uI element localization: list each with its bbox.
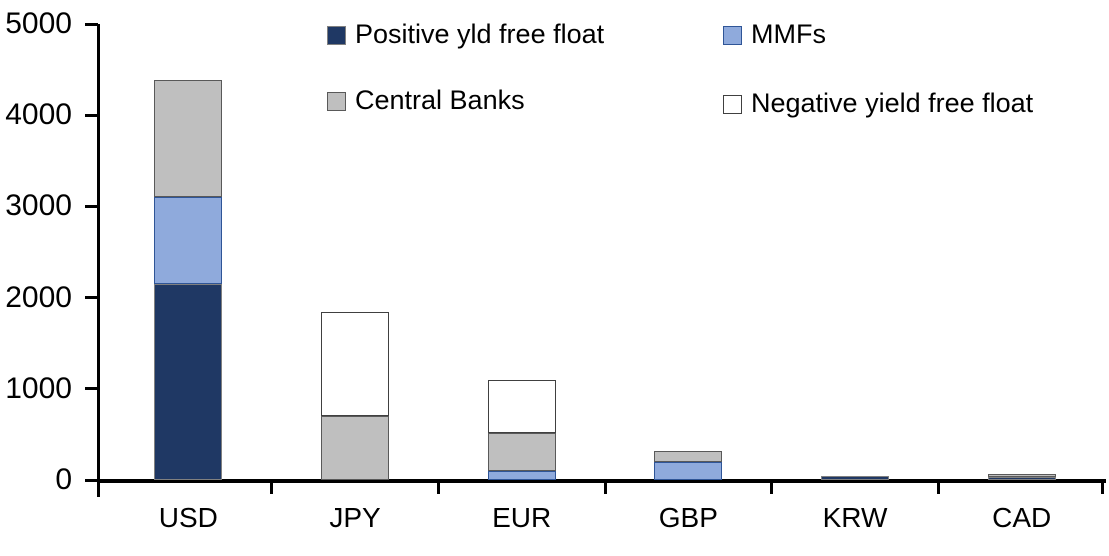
- bar-segment-usd-mmfs: [154, 197, 223, 284]
- x-axis-category-label-eur: EUR: [492, 502, 552, 533]
- y-axis-line: [97, 24, 100, 497]
- legend-label: Negative yield free float: [751, 88, 1034, 118]
- bar-segment-cad-positive-yld-free-float: [987, 477, 1056, 480]
- x-axis-line: [97, 479, 1106, 483]
- x-axis-category-label-jpy: JPY: [329, 502, 381, 533]
- bar-segment-cad-central-banks: [987, 474, 1056, 478]
- bar-segment-usd-central-banks: [154, 79, 223, 198]
- y-axis-tick: [85, 204, 98, 208]
- x-axis-tick: [603, 483, 607, 494]
- legend-swatch-central-banks: [327, 92, 346, 111]
- x-axis-tick: [270, 483, 274, 494]
- x-axis-tick: [770, 483, 774, 494]
- x-axis-category-label-usd: USD: [158, 502, 218, 533]
- legend-item-central-banks: Central Banks: [327, 87, 525, 116]
- legend-item-positive-yld-free-float: Positive yld free float: [327, 21, 604, 50]
- x-axis-category-label-cad: CAD: [992, 502, 1052, 533]
- y-axis-tick-label: 0: [55, 463, 72, 496]
- legend-swatch-negative-yield-free-float: [723, 95, 742, 114]
- x-axis-category-label-krw: KRW: [822, 502, 888, 533]
- y-axis-tick-label: 1000: [5, 371, 72, 405]
- y-axis-tick: [85, 296, 98, 300]
- x-axis-tick: [1100, 483, 1104, 494]
- x-axis-tick: [436, 483, 440, 494]
- y-axis-tick: [85, 22, 98, 26]
- bar-segment-gbp-mmfs: [654, 461, 723, 480]
- y-axis-tick: [85, 478, 98, 482]
- bar-segment-krw-positive-yld-free-float: [821, 475, 889, 480]
- x-axis-tick: [936, 483, 940, 494]
- bar-segment-eur-negative-yield-free-float: [487, 379, 556, 433]
- bar-segment-jpy-central-banks: [321, 416, 389, 480]
- y-axis-tick-label: 4000: [5, 98, 72, 132]
- legend-label: Positive yld free float: [355, 19, 605, 49]
- x-axis-category-label-gbp: GBP: [658, 502, 718, 533]
- bar-segment-eur-mmfs: [487, 470, 556, 480]
- y-axis-tick-label: 5000: [5, 7, 72, 40]
- bar-segment-jpy-negative-yield-free-float: [321, 312, 389, 417]
- y-axis-tick-label: 2000: [5, 280, 72, 314]
- bar-segment-usd-positive-yld-free-float: [154, 283, 223, 480]
- legend-label: MMFs: [751, 19, 826, 49]
- legend-swatch-positive-yld-free-float: [327, 26, 346, 45]
- y-axis-tick-label: 3000: [5, 189, 72, 223]
- legend-item-negative-yield-free-float: Negative yield free float: [723, 90, 1033, 119]
- legend-item-mmfs: MMFs: [723, 21, 826, 50]
- bar-segment-gbp-central-banks: [654, 450, 723, 462]
- y-axis-tick: [85, 113, 98, 117]
- y-axis-tick: [85, 387, 98, 391]
- legend-swatch-mmfs: [723, 26, 742, 45]
- legend-label: Central Banks: [355, 85, 525, 115]
- bar-segment-eur-central-banks: [487, 432, 556, 471]
